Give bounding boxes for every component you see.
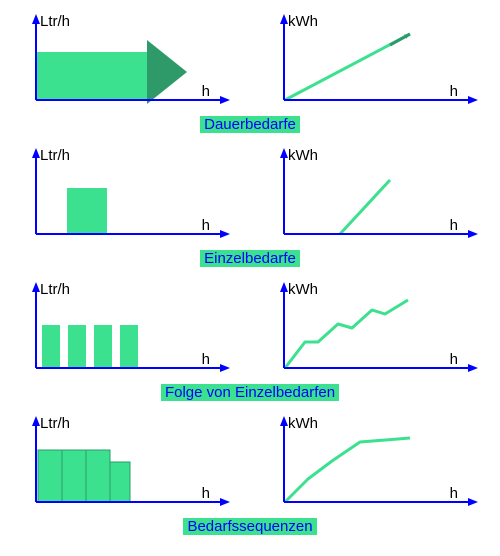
chart-3-right: kWh h (260, 414, 488, 514)
y-axis-label: Ltr/h (40, 415, 70, 432)
x-axis-label: h (202, 217, 210, 234)
y-axis-label: Ltr/h (40, 13, 70, 30)
chart-2-right: kWh h (260, 280, 488, 380)
x-axis-label: h (450, 83, 458, 100)
x-axis-label: h (450, 351, 458, 368)
caption-2: Folge von Einzelbedarfen (161, 384, 339, 401)
x-axis-label: h (202, 485, 210, 502)
x-axis-label: h (202, 83, 210, 100)
x-axis-label: h (202, 351, 210, 368)
y-axis-label: kWh (288, 13, 318, 30)
chart-0-left: Ltr/h h (12, 12, 240, 112)
y-axis-label: Ltr/h (40, 147, 70, 164)
y-axis-label: kWh (288, 281, 318, 298)
chart-1-left: Ltr/h h (12, 146, 240, 246)
x-axis-label: h (450, 217, 458, 234)
caption-0: Dauerbedarfe (200, 116, 300, 133)
caption-3: Bedarfssequenzen (183, 518, 316, 535)
chart-1-right: kWh h (260, 146, 488, 246)
chart-3-left: Ltr/h h (12, 414, 240, 514)
x-axis-label: h (450, 485, 458, 502)
y-axis-label: kWh (288, 415, 318, 432)
y-axis-label: kWh (288, 147, 318, 164)
chart-2-left: Ltr/h h (12, 280, 240, 380)
caption-1: Einzelbedarfe (200, 250, 300, 267)
chart-0-right: kWh h (260, 12, 488, 112)
y-axis-label: Ltr/h (40, 281, 70, 298)
